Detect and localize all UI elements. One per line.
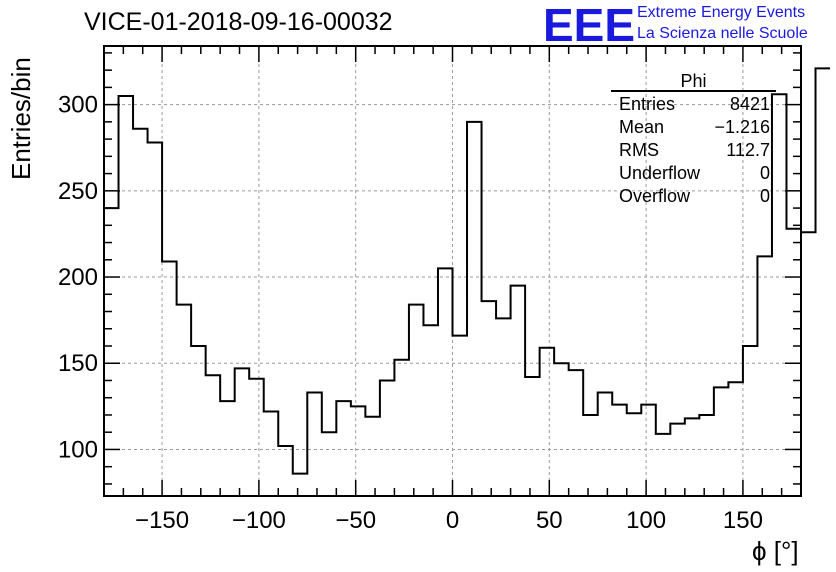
y-axis-label: Entries/bin [6, 57, 36, 180]
histogram-bin [351, 406, 366, 496]
y-tick-label: 300 [58, 92, 98, 119]
histogram-bin [394, 360, 409, 496]
stats-row-label: Mean [619, 117, 664, 137]
x-tick-label: 0 [446, 507, 459, 534]
stats-row-value: −1.216 [714, 117, 770, 137]
histogram-series [104, 67, 831, 496]
x-tick-label: 150 [723, 507, 763, 534]
axis-ticks [103, 46, 802, 496]
stats-row-label: Overflow [619, 186, 691, 206]
y-tick-label: 250 [58, 178, 98, 205]
histogram-bin [554, 363, 569, 496]
logo-caption-line2: La Scienza nelle Scuole [637, 25, 808, 42]
y-tick-label: 100 [58, 436, 98, 463]
histogram-bin [743, 346, 758, 496]
histogram-bin [511, 286, 526, 496]
x-tick-label: −50 [335, 507, 376, 534]
stats-row-value: 112.7 [726, 140, 770, 160]
histogram-bin [569, 370, 584, 496]
histogram-bin [467, 122, 482, 496]
x-axis-label: ϕ [°] [752, 536, 799, 566]
histogram-bin [612, 405, 627, 496]
histogram-bin [119, 96, 134, 496]
x-tick-label: −150 [135, 507, 189, 534]
histogram-bin [322, 432, 337, 496]
histogram-bin [220, 401, 235, 496]
histogram-bin [409, 305, 424, 496]
histogram-bin [249, 379, 264, 496]
histogram-bin [482, 301, 497, 496]
histogram-bin [540, 348, 555, 496]
histogram-bin [786, 229, 801, 496]
histogram-bin [191, 346, 206, 496]
stats-row-label: Entries [619, 94, 675, 114]
histogram-bin [583, 415, 598, 496]
histogram-bin [423, 325, 438, 496]
stats-row-value: 8421 [730, 94, 770, 114]
x-tick-label: 100 [626, 507, 666, 534]
histogram-bin [453, 336, 468, 496]
histogram-bin [801, 232, 816, 496]
stats-row-value: 0 [760, 163, 770, 183]
logo-caption-line1: Extreme Energy Events [637, 4, 806, 21]
histogram-bin [177, 305, 192, 496]
y-tick-label: 200 [58, 264, 98, 291]
chart-title: VICE-01-2018-09-16-00032 [84, 8, 393, 36]
x-tick-label: −100 [232, 507, 286, 534]
histogram-bin [206, 375, 221, 496]
stats-row-value: 0 [760, 186, 770, 206]
y-tick-label: 150 [58, 350, 98, 377]
histogram-bin [772, 94, 787, 496]
histogram-bin [336, 401, 351, 496]
histogram-bin [380, 380, 395, 496]
tick-labels: −150 −100 −50 0 50 100 150 100 150 200 250 300 [58, 92, 763, 534]
histogram-bin [496, 318, 511, 496]
histogram-bin [641, 405, 656, 496]
stats-row-label: Underflow [619, 163, 701, 183]
histogram-bin [133, 129, 148, 496]
stats-row-label: RMS [619, 140, 659, 160]
stats-title: Phi [680, 71, 706, 91]
histogram-bin [685, 418, 700, 496]
histogram-bin [670, 424, 685, 496]
histogram-bin [438, 268, 453, 496]
histogram-bin [728, 382, 743, 496]
histogram-bin [307, 393, 322, 496]
histogram-bin [235, 368, 250, 496]
x-tick-label: 50 [536, 507, 563, 534]
histogram-bin [104, 208, 119, 496]
eee-logo: EEE [543, 0, 636, 51]
histogram-bin [525, 377, 540, 496]
histogram-bin [757, 256, 772, 496]
histogram-outline [104, 67, 831, 475]
histogram-bin [365, 417, 380, 496]
histogram-bin [162, 262, 177, 496]
histogram-bin [627, 413, 642, 496]
histogram-bin [264, 412, 279, 496]
histogram-bin [656, 434, 671, 496]
histogram-bin [293, 474, 308, 496]
histogram-bin [598, 393, 613, 496]
histogram-bin [148, 143, 163, 496]
histogram-bin [816, 68, 831, 496]
histogram-bin [699, 415, 714, 496]
histogram-bin [278, 446, 293, 496]
histogram-bin [714, 387, 729, 496]
